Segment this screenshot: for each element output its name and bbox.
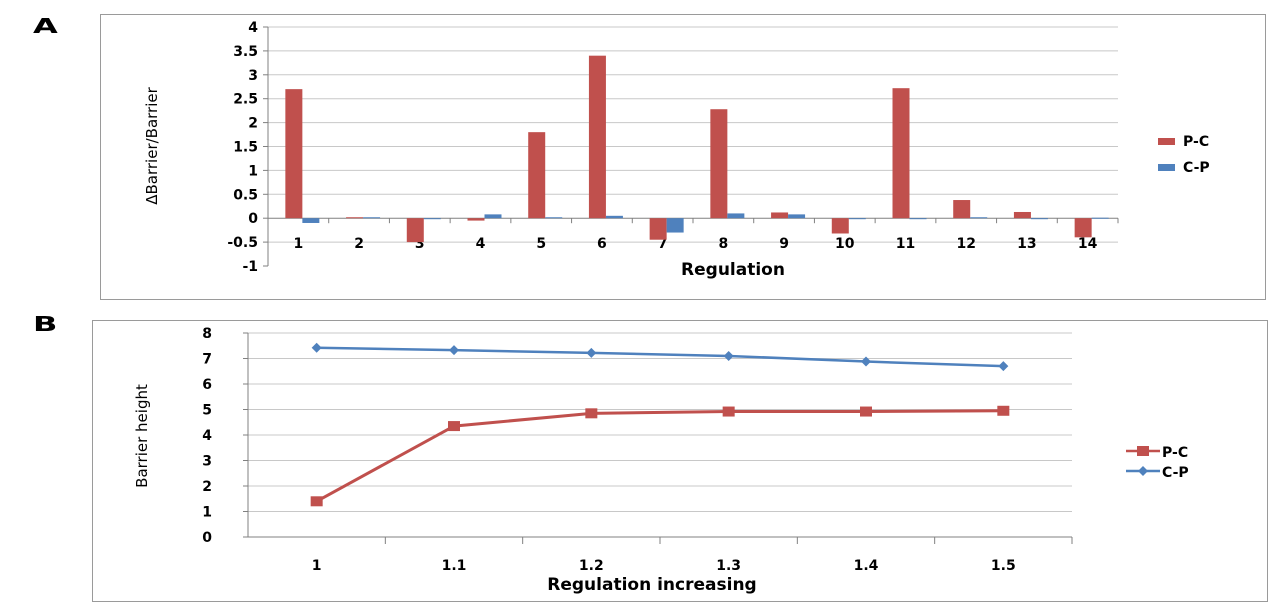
bar-c-p: [363, 217, 381, 219]
legend-swatch-c-p: [1158, 164, 1175, 171]
y-tick-label: 2: [248, 116, 258, 132]
bar-c-p: [484, 214, 502, 219]
bar-c-p: [1030, 218, 1048, 220]
series-line-c-p: [316, 346, 1004, 368]
bar-c-p: [848, 218, 866, 220]
x-tick-label: 1.5: [991, 558, 1016, 574]
y-tick-label: 7: [202, 352, 212, 368]
marker-square: [997, 405, 1010, 416]
bar-p-c: [710, 109, 728, 219]
y-tick-label: 0.5: [233, 187, 258, 203]
bar-p-c: [588, 55, 606, 219]
x-axis-title: Regulation increasing: [547, 575, 756, 595]
bar-c-p: [545, 217, 563, 219]
bar-p-c: [649, 218, 667, 240]
y-tick-label: 0: [202, 530, 212, 546]
y-tick-label: 8: [202, 326, 212, 342]
y-tick-label: 2: [202, 479, 212, 495]
legend-label-c-p: C-P: [1183, 160, 1210, 176]
x-tick-label: 1: [293, 236, 303, 252]
marker-diamond: [449, 345, 459, 356]
bar-c-p: [970, 217, 988, 219]
x-tick-label: 2: [354, 236, 364, 252]
x-tick-label: 9: [779, 236, 789, 252]
bar-p-c: [953, 200, 971, 219]
bar-c-p: [605, 215, 623, 219]
bar-c-p: [909, 218, 927, 220]
marker-square: [722, 406, 735, 417]
y-tick-label: 4: [248, 20, 258, 36]
bar-c-p: [423, 218, 441, 220]
bar-c-p: [727, 213, 745, 219]
bar-p-c: [346, 217, 364, 219]
bar-p-c: [892, 88, 910, 219]
marker-square: [860, 406, 872, 417]
x-tick-label: 1.3: [716, 558, 741, 574]
bar-p-c: [285, 89, 303, 219]
marker-diamond: [998, 361, 1009, 372]
bar-c-p: [666, 218, 684, 233]
bar-p-c: [1013, 211, 1031, 219]
x-tick-label: 5: [536, 236, 546, 252]
panel-label-b: B: [33, 312, 58, 336]
marker-square: [448, 421, 460, 432]
y-tick-label: -0.5: [227, 235, 258, 251]
bar-p-c: [528, 132, 546, 219]
x-tick-label: 8: [718, 236, 728, 252]
y-tick-label: 3: [202, 454, 212, 470]
x-tick-label: 1: [312, 558, 322, 574]
x-tick-label: 10: [835, 236, 855, 252]
marker-diamond: [861, 356, 871, 367]
y-tick-label: 4: [202, 428, 212, 444]
y-axis-title: Barrier height: [133, 384, 151, 488]
legend-marker-square: [1137, 446, 1149, 456]
x-axis-title: Regulation: [681, 260, 785, 280]
marker-diamond: [586, 347, 597, 358]
y-tick-label: 0: [248, 211, 258, 227]
bar-p-c: [771, 212, 789, 219]
legend-swatch-p-c: [1158, 138, 1175, 145]
x-tick-label: 14: [1078, 236, 1098, 252]
x-tick-label: 11: [896, 236, 915, 252]
y-tick-label: 2.5: [233, 92, 258, 108]
bar-c-p: [302, 218, 320, 223]
x-tick-label: 12: [956, 236, 975, 252]
y-tick-label: 1.5: [233, 140, 258, 156]
bar-p-c: [1074, 218, 1092, 238]
legend-label-c-p: C-P: [1162, 465, 1189, 481]
y-tick-label: 5: [202, 403, 212, 419]
x-tick-label: 1.1: [442, 558, 467, 574]
x-tick-label: 6: [597, 236, 607, 252]
x-tick-label: 1.2: [579, 558, 604, 574]
marker-diamond: [723, 350, 734, 361]
marker-square: [585, 408, 598, 419]
y-tick-label: -1: [242, 259, 258, 275]
legend-marker-diamond: [1138, 466, 1148, 476]
bar-c-p: [788, 214, 806, 219]
x-tick-label: 1.4: [854, 558, 879, 574]
bar-p-c: [406, 218, 424, 243]
y-tick-label: 6: [202, 377, 212, 393]
y-tick-label: 1: [202, 505, 212, 521]
marker-diamond: [311, 342, 322, 353]
x-tick-label: 4: [476, 236, 486, 252]
series-line-p-c: [315, 409, 1004, 503]
marker-square: [310, 496, 323, 507]
panel-label-a: A: [33, 14, 58, 38]
legend-label-p-c: P-C: [1183, 134, 1209, 150]
y-tick-label: 3.5: [233, 44, 258, 60]
x-tick-label: 13: [1017, 236, 1036, 252]
bar-c-p: [1091, 217, 1109, 219]
x-tick-label: 7: [658, 236, 668, 252]
bar-p-c: [831, 218, 849, 234]
y-tick-label: 3: [248, 68, 258, 84]
x-tick-label: 3: [415, 236, 425, 252]
legend-label-p-c: P-C: [1162, 445, 1188, 461]
bar-p-c: [467, 218, 485, 221]
y-axis-title: ΔBarrier/Barrier: [143, 86, 161, 204]
y-tick-label: 1: [248, 163, 258, 179]
